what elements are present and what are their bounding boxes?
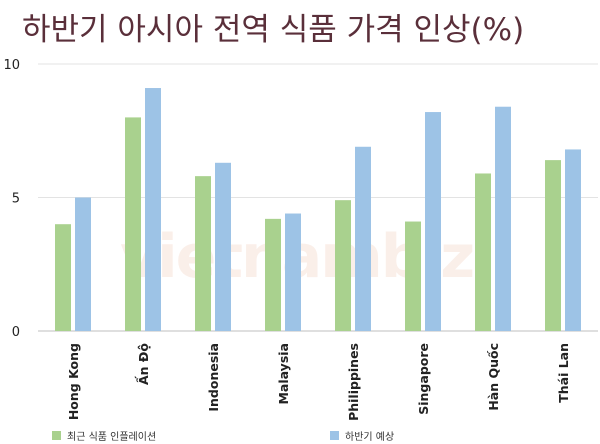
y-tick-label: 0 bbox=[12, 325, 20, 340]
legend-item-series-2: 하반기 예상 bbox=[330, 428, 394, 443]
x-tick-label: Philippines bbox=[346, 343, 361, 421]
bar-series-2-7 bbox=[565, 149, 581, 331]
y-tick-label: 10 bbox=[3, 58, 20, 73]
x-tick-label: Ấn Độ bbox=[134, 343, 151, 385]
bar-series-2-4 bbox=[355, 146, 371, 331]
x-tick-label: Malaysia bbox=[276, 343, 291, 405]
bar-series-1-2 bbox=[195, 176, 211, 331]
chart-title: 하반기 아시아 전역 식품 가격 인상(%) bbox=[22, 12, 525, 48]
bar-series-2-2 bbox=[215, 162, 231, 331]
bar-series-2-1 bbox=[145, 88, 161, 331]
legend-label-series-2: 하반기 예상 bbox=[345, 432, 395, 443]
legend-item-series-1: 최근 식품 인플레이션 bbox=[52, 428, 156, 443]
bar-series-2-6 bbox=[495, 106, 511, 331]
bar-series-2-5 bbox=[425, 112, 441, 331]
bar-series-1-7 bbox=[545, 160, 561, 331]
bar-series-1-6 bbox=[475, 173, 491, 331]
bar-series-1-4 bbox=[335, 200, 351, 331]
bar-series-2-0 bbox=[75, 197, 91, 331]
x-tick-label: Indonesia bbox=[206, 343, 221, 412]
x-tick-label: Thái Lan bbox=[556, 343, 571, 403]
bar-series-1-1 bbox=[125, 117, 141, 332]
y-tick-label: 5 bbox=[12, 192, 20, 207]
x-tick-label: Singapore bbox=[416, 343, 431, 415]
bar-series-2-3 bbox=[285, 213, 301, 331]
bar-series-1-3 bbox=[265, 218, 281, 331]
legend-swatch-series-1 bbox=[52, 431, 61, 440]
x-tick-label: Hong Kong bbox=[66, 343, 81, 420]
bar-series-1-0 bbox=[55, 224, 71, 331]
legend-swatch-series-2 bbox=[330, 431, 339, 440]
bar-series-1-5 bbox=[405, 221, 421, 331]
legend-label-series-1: 최근 식품 인플레이션 bbox=[67, 432, 157, 443]
x-tick-label: Hàn Quốc bbox=[486, 343, 501, 411]
